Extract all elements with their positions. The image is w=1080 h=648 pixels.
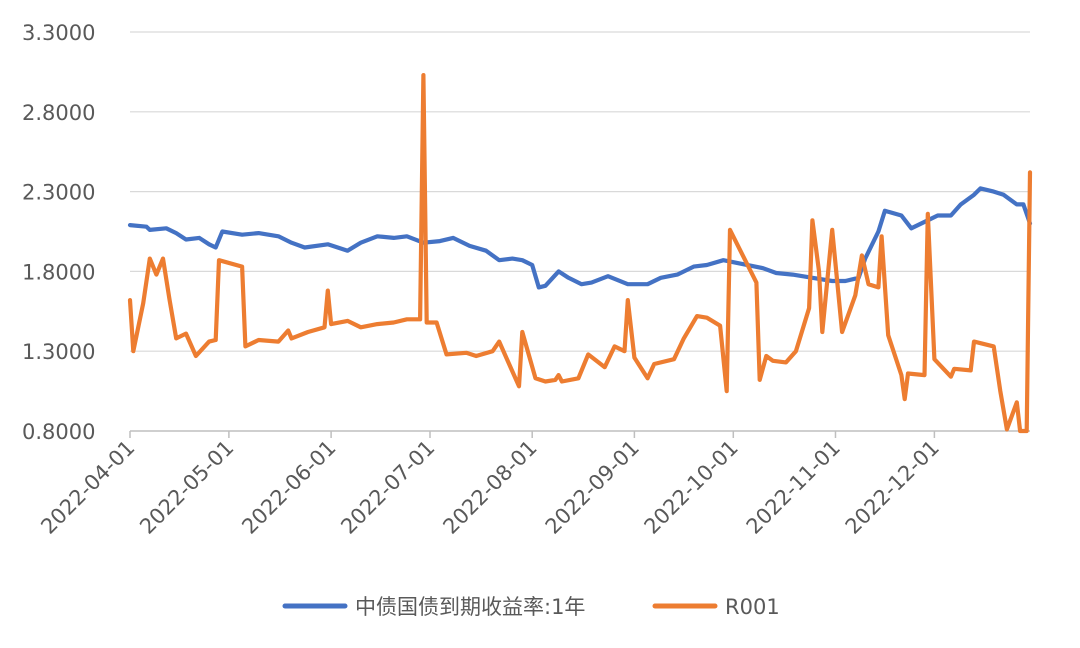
y-tick-label: 2.8000 <box>22 101 95 125</box>
legend-label-2: R001 <box>725 595 780 619</box>
x-tick-label: 2022-09-01 <box>541 436 644 539</box>
x-tick-label: 2022-11-01 <box>742 436 845 539</box>
x-tick-label: 2022-12-01 <box>841 436 944 539</box>
series-lines <box>127 73 1033 434</box>
y-tick-label: 3.3000 <box>22 21 95 45</box>
y-tick-label: 0.8000 <box>22 420 95 444</box>
x-tick-label: 2022-10-01 <box>640 436 743 539</box>
gridlines <box>130 31 1030 352</box>
series-line-2 <box>127 73 1033 434</box>
x-tick-label: 2022-08-01 <box>438 436 541 539</box>
y-tick-label: 1.8000 <box>22 260 95 284</box>
x-tick-label: 2022-06-01 <box>237 436 340 539</box>
legend-label-1: 中债国债到期收益率:1年 <box>355 595 585 619</box>
y-tick-label: 1.3000 <box>22 340 95 364</box>
x-tick-label: 2022-04-01 <box>36 436 139 539</box>
legend: 中债国债到期收益率:1年 R001 <box>282 595 780 619</box>
y-axis-tick-labels: 3.3000 2.8000 2.3000 1.8000 1.3000 0.8000 <box>22 21 95 444</box>
y-tick-label: 2.3000 <box>22 181 95 205</box>
x-axis: 2022-04-012022-05-012022-06-012022-07-01… <box>36 430 1030 539</box>
series-line-1 <box>127 186 1033 290</box>
x-tick-label: 2022-05-01 <box>135 436 238 539</box>
x-tick-label: 2022-07-01 <box>336 436 439 539</box>
